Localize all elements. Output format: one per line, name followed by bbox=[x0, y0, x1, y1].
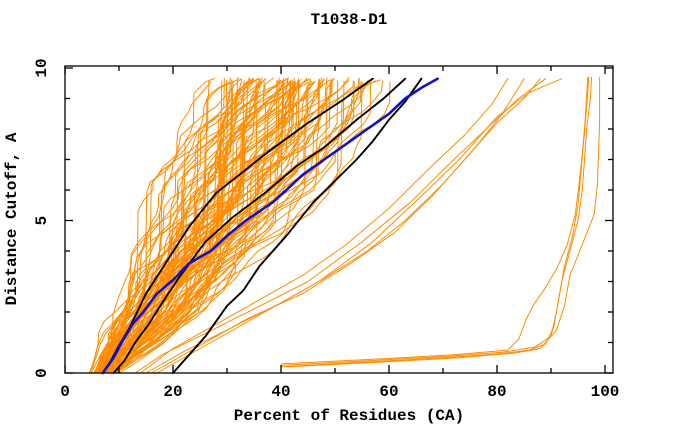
prediction-curve bbox=[98, 77, 250, 374]
prediction-curve bbox=[112, 81, 362, 374]
right-tail-model-curve bbox=[140, 78, 509, 374]
curves-layer bbox=[88, 76, 601, 375]
prediction-curve bbox=[112, 80, 377, 374]
right-tail-model-curve bbox=[134, 78, 547, 374]
outlier-model-curve bbox=[280, 76, 592, 366]
outlier-model-curve bbox=[285, 76, 601, 368]
plot-border bbox=[64, 65, 614, 374]
prediction-curve bbox=[94, 78, 242, 374]
prediction-curve bbox=[114, 79, 369, 374]
x-tick-label: 20 bbox=[163, 383, 182, 401]
x-tick-label: 40 bbox=[271, 383, 290, 401]
outlier-models-curves bbox=[280, 76, 601, 368]
right-tail-model-curve bbox=[150, 78, 541, 374]
y-axis-label: Distance Cutoff, A bbox=[3, 132, 21, 305]
reference-model-curve bbox=[172, 77, 423, 374]
y-tick-label: 5 bbox=[33, 216, 51, 226]
right-tail-model-curve bbox=[156, 78, 563, 374]
prediction-curve bbox=[89, 80, 210, 374]
x-tick-label: 60 bbox=[379, 383, 398, 401]
prediction-curve bbox=[113, 77, 350, 374]
x-tick-label: 100 bbox=[591, 383, 620, 401]
prediction-curve bbox=[97, 81, 291, 374]
x-axis-label: Percent of Residues (CA) bbox=[234, 407, 464, 425]
prediction-curve bbox=[110, 80, 354, 374]
prediction-curve bbox=[109, 77, 328, 374]
right-tail-model-curve bbox=[145, 78, 525, 374]
chart-title: T1038-D1 bbox=[311, 11, 388, 29]
prediction-curve bbox=[109, 80, 339, 374]
x-tick-label: 0 bbox=[60, 383, 70, 401]
prediction-curve bbox=[113, 78, 320, 374]
right-tail-models-curves bbox=[134, 78, 563, 374]
plot-axes bbox=[64, 65, 614, 374]
prediction-curve bbox=[114, 81, 363, 374]
prediction-curve bbox=[111, 79, 372, 374]
highlighted-model-curves bbox=[101, 77, 439, 375]
y-tick-label: 10 bbox=[33, 58, 51, 77]
outlier-model-curve bbox=[280, 76, 589, 365]
prediction-curve bbox=[88, 77, 225, 374]
prediction-curve bbox=[111, 78, 335, 374]
highlighted-model-curve bbox=[101, 77, 439, 375]
tick-labels: 0 20 40 60 80 100 0 5 10 bbox=[33, 58, 619, 401]
prediction-curve bbox=[91, 81, 212, 374]
y-tick-label: 0 bbox=[33, 368, 51, 378]
reference-model-curve bbox=[112, 77, 407, 374]
prediction-curve bbox=[103, 80, 298, 374]
prediction-curve bbox=[107, 77, 322, 374]
prediction-curve bbox=[103, 77, 275, 374]
outlier-model-curve bbox=[280, 76, 590, 368]
prediction-curve bbox=[111, 79, 332, 374]
prediction-curve bbox=[95, 77, 231, 374]
x-tick-label: 80 bbox=[487, 383, 506, 401]
prediction-curve bbox=[110, 80, 355, 374]
prediction-curve bbox=[103, 79, 278, 374]
